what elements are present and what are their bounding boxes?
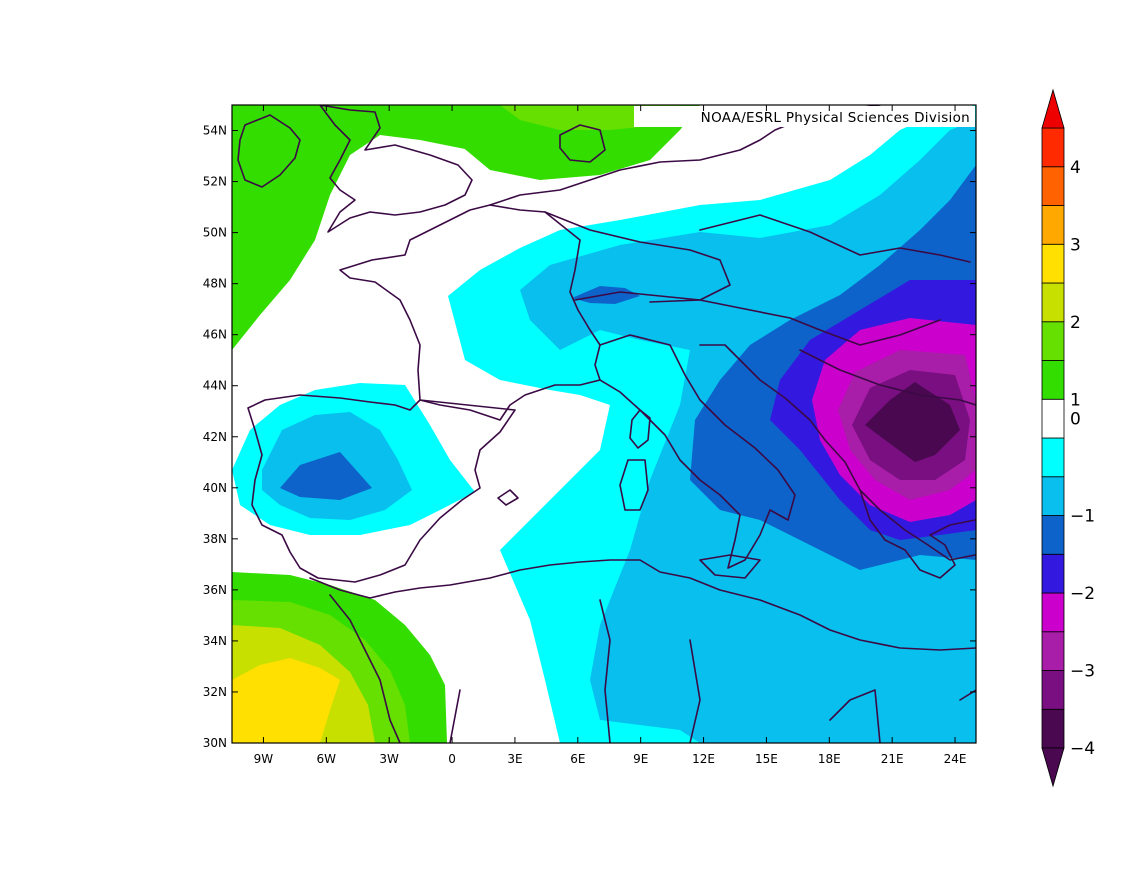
colorbar-max-arrow <box>1041 88 1065 129</box>
colorbar-min-arrow <box>1041 747 1065 788</box>
colorbar-label: −2 <box>1070 584 1095 604</box>
x-tick-label: 24E <box>944 752 967 766</box>
y-tick-label: 48N <box>203 277 227 291</box>
coastline-great-britain <box>319 105 473 233</box>
x-tick-label: 21E <box>881 752 904 766</box>
y-tick-label: 52N <box>203 175 227 189</box>
colorbar: 4 3 2 10 −1 −2 −3 −4 <box>1041 88 1095 788</box>
coastline-sardinia <box>619 459 649 511</box>
colorbar-label: 2 <box>1070 313 1081 333</box>
y-tick-label: 38N <box>203 532 227 546</box>
border-alps <box>574 291 941 346</box>
x-tick-label: 9W <box>254 752 274 766</box>
contour-positive-2-africa <box>232 658 340 743</box>
plot-frame <box>231 104 977 744</box>
axis-layer: 9W 6W 3W 0 3E 6E 9E 12E 15E 18E 21E 24E 30N 32N 34N 36N… <box>203 105 976 766</box>
coastline-layer <box>237 105 976 743</box>
y-tick-label: 46N <box>203 328 227 342</box>
colorbar-cell <box>1041 670 1065 710</box>
border-north-africa <box>329 594 701 743</box>
credit-label: NOAA/ESRL Physical Sciences Division <box>701 110 970 126</box>
contour-negative-4-east <box>865 382 960 462</box>
coastline-iberia <box>247 394 516 583</box>
y-tick-label: 42N <box>203 430 227 444</box>
colorbar-cell <box>1041 398 1065 439</box>
colorbar-cell <box>1041 631 1065 671</box>
colorbar-cell <box>1041 592 1065 633</box>
colorbar-label: −4 <box>1070 739 1095 759</box>
credit-box <box>634 106 975 127</box>
colorbar-cell <box>1041 515 1065 555</box>
colorbar-cell <box>1041 166 1065 206</box>
y-tick-label: 44N <box>203 379 227 393</box>
colorbar-label: 1 <box>1070 390 1081 410</box>
x-tick-label: 0 <box>448 752 456 766</box>
x-tick-label: 12E <box>692 752 715 766</box>
x-tick-label: 15E <box>755 752 778 766</box>
colorbar-label: 4 <box>1070 158 1081 178</box>
border-balkans <box>799 349 976 406</box>
y-tick-label: 50N <box>203 226 227 240</box>
y-tick-label: 40N <box>203 481 227 495</box>
y-tick-label: 36N <box>203 583 227 597</box>
colorbar-cell <box>1041 243 1065 284</box>
coastline-north-africa <box>309 559 976 651</box>
y-tick-label: 32N <box>203 685 227 699</box>
coastline-greece <box>859 489 976 579</box>
y-tick-label: 34N <box>203 634 227 648</box>
contour-positive-0p5-northwest <box>232 105 540 350</box>
coastline-balearic <box>497 489 519 506</box>
coastline-france <box>339 204 601 421</box>
border-central-europe <box>699 214 971 263</box>
colorbar-cell <box>1041 360 1065 400</box>
colorbar-cell <box>1041 476 1065 516</box>
border-germany <box>544 211 731 303</box>
coastline-adriatic-balkans <box>699 344 976 561</box>
coastline-denmark <box>559 124 606 163</box>
colorbar-cell <box>1041 127 1065 168</box>
colorbar-cell <box>1041 321 1065 361</box>
colorbar-cell <box>1041 205 1065 245</box>
colorbar-cell <box>1041 282 1065 323</box>
colorbar-label: −1 <box>1070 507 1095 527</box>
x-tick-label: 6W <box>317 752 337 766</box>
y-tick-label: 54N <box>203 124 227 138</box>
coastline-ireland <box>237 114 301 188</box>
contour-fill-layer <box>232 105 976 743</box>
x-tick-label: 3E <box>507 752 522 766</box>
contour-negative-1p5-iberia <box>280 452 372 500</box>
x-tick-label: 9E <box>633 752 648 766</box>
y-tick-label: 30N <box>203 736 227 750</box>
coastline-sicily <box>699 554 761 579</box>
colorbar-cell <box>1041 553 1065 594</box>
coastline-corsica <box>629 409 651 449</box>
coastline-italy <box>599 334 796 569</box>
x-tick-label: 18E <box>818 752 841 766</box>
x-tick-label: 6E <box>570 752 585 766</box>
colorbar-cell <box>1041 708 1065 749</box>
x-tick-label: 3W <box>379 752 399 766</box>
colorbar-cell <box>1041 437 1065 478</box>
colorbar-label: 0 <box>1070 410 1081 430</box>
colorbar-label: −3 <box>1070 662 1095 682</box>
colorbar-label: 3 <box>1070 235 1081 255</box>
